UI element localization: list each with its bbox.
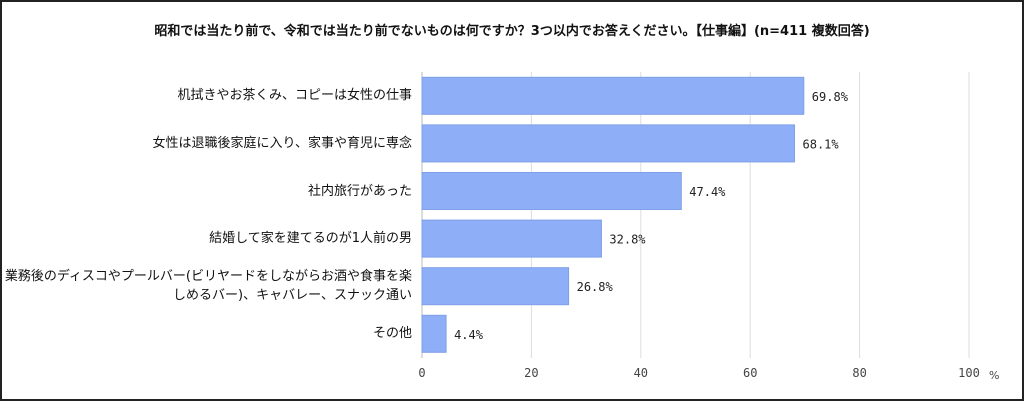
bar xyxy=(421,172,682,210)
x-tick-label: 80 xyxy=(852,366,866,380)
bar xyxy=(421,219,602,258)
data-label: 26.8% xyxy=(577,280,614,294)
x-tick-label: 100 xyxy=(958,366,980,380)
bar xyxy=(421,267,570,306)
bar xyxy=(421,76,805,115)
chart-title: 昭和では当たり前で、令和では当たり前でないものは何ですか？3つ以内でお答えくださ… xyxy=(154,24,870,39)
data-label: 32.8% xyxy=(609,233,646,247)
category-label: 結婚して家を建てるのが1人前の男 xyxy=(209,231,412,247)
bar xyxy=(421,124,796,163)
category-label: 女性は退職後家庭に入り、家事や育児に専念 xyxy=(152,135,412,151)
x-tick-label: 40 xyxy=(634,366,648,380)
x-tick-label: 60 xyxy=(743,366,757,380)
category-label: 社内旅行があった xyxy=(307,183,412,199)
data-label: 68.1% xyxy=(803,137,840,151)
category-label: 机拭きやお茶くみ、コピーは女性の仕事 xyxy=(177,88,412,104)
data-label: 4.4% xyxy=(454,328,484,342)
data-label: 47.4% xyxy=(689,185,726,199)
category-label: その他 xyxy=(372,326,412,342)
data-label: 69.8% xyxy=(812,90,849,104)
x-tick-label: 0 xyxy=(418,366,425,380)
x-tick-label: 20 xyxy=(524,366,538,380)
category-label: 業務後のディスコやプールバー(ビリヤードをしながらお酒や食事を楽しめるバー)、キ… xyxy=(4,269,412,304)
x-unit-label: % xyxy=(989,369,999,382)
bar xyxy=(421,314,447,353)
